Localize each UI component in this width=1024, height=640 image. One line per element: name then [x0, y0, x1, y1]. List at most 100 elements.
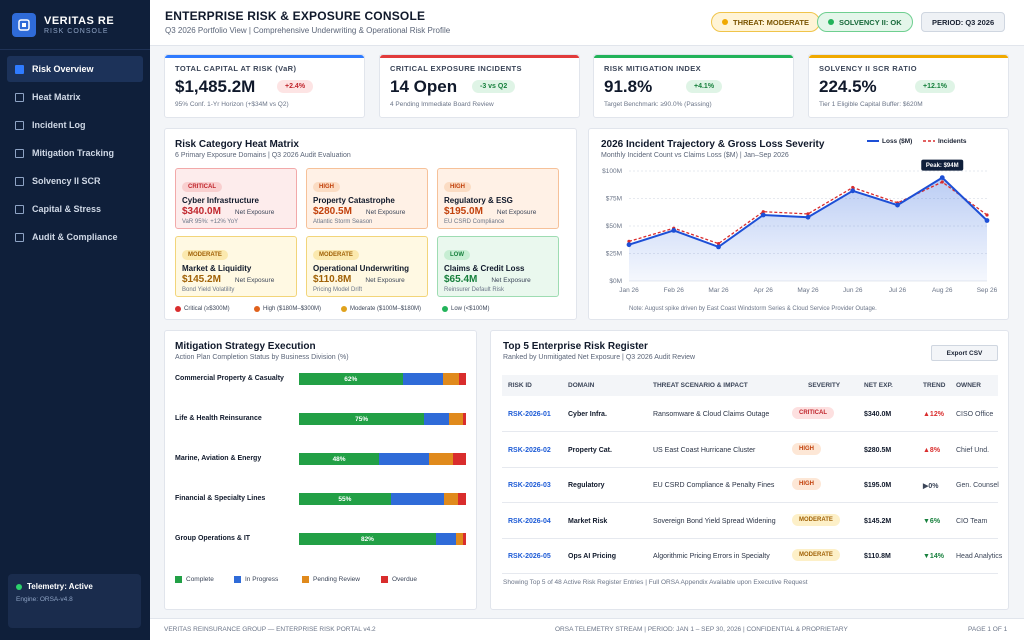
column-header[interactable]: SEVERITY: [808, 382, 841, 389]
loss-point[interactable]: [850, 188, 856, 194]
loss-point[interactable]: [671, 228, 677, 233]
sidebar: VERITAS RE RISK CONSOLE Risk Overview Hea…: [0, 0, 150, 640]
sidebar-item-incident-log[interactable]: Incident Log: [7, 112, 143, 138]
table-row[interactable]: RSK-2026-04 Market Risk Sovereign Bond Yie…: [502, 504, 998, 539]
kpi-title: TOTAL CAPITAL AT RISK (VaR): [175, 64, 297, 73]
kpi-value: 91.8%: [604, 77, 653, 96]
risk-owner: CISO Office: [956, 411, 994, 418]
loss-point[interactable]: [626, 242, 632, 248]
sidebar-item-capital-stress[interactable]: Capital & Stress: [7, 196, 143, 222]
loss-point[interactable]: [984, 218, 990, 223]
heat-tile[interactable]: MODERATE Operational Underwriting $110.8M N…: [306, 236, 428, 297]
threat-badge[interactable]: THREAT: MODERATE: [711, 12, 820, 32]
heat-tile[interactable]: HIGH Property Catastrophe $280.5M Net Expos…: [306, 168, 428, 229]
risk-domain: Market Risk: [568, 517, 608, 525]
footer-page: PAGE 1 OF 1: [968, 626, 1008, 633]
completion-bar[interactable]: 82%: [299, 533, 466, 545]
completion-bar[interactable]: 62%: [299, 373, 466, 385]
heat-matrix-card: Risk Category Heat Matrix 6 Primary Expo…: [164, 128, 577, 320]
bar-segment: [435, 533, 456, 545]
loss-point[interactable]: [895, 202, 900, 208]
bar-segment: [462, 533, 466, 545]
risk-id-link[interactable]: RSK-2026-01: [508, 411, 551, 418]
risk-id-link[interactable]: RSK-2026-05: [508, 553, 551, 560]
severity-badge: HIGH: [792, 442, 821, 455]
loss-area: [629, 177, 987, 281]
mitigation-title: Mitigation Strategy Execution: [175, 341, 316, 352]
risk-scenario: Sovereign Bond Yield Spread Widening: [653, 517, 776, 525]
heat-tile[interactable]: HIGH Regulatory & ESG $195.0M Net Exposure E…: [437, 168, 559, 229]
severity-badge: CRITICAL: [182, 182, 222, 192]
tile-amount-row: $65.4M Net Exposure: [444, 274, 552, 285]
column-header[interactable]: NET EXP.: [864, 382, 893, 389]
table-row[interactable]: RSK-2026-01 Cyber Infra. Ransomware & Clou…: [502, 397, 998, 432]
column-header[interactable]: THREAT SCENARIO & IMPACT: [653, 382, 748, 389]
legend-incidents-label: Incidents: [938, 138, 967, 145]
heat-tile[interactable]: LOW Claims & Credit Loss $65.4M Net Exposur…: [437, 236, 559, 297]
sidebar-item-mitigation-tracking[interactable]: Mitigation Tracking: [7, 140, 143, 166]
period-selector[interactable]: PERIOD: Q3 2026: [921, 12, 1006, 32]
completion-bar[interactable]: 55%: [299, 493, 466, 505]
risk-owner: Gen. Counsel: [956, 482, 999, 489]
header: ENTERPRISE RISK & EXPOSURE CONSOLE Q3 20…: [150, 0, 1024, 46]
division-label: Commercial Property & Casualty: [175, 375, 284, 382]
column-header[interactable]: OWNER: [956, 382, 981, 389]
risk-owner: Head Analytics: [956, 553, 1003, 560]
net-exposure: $195.0M: [864, 482, 892, 489]
sidebar-item-heat-matrix[interactable]: Heat Matrix: [7, 84, 143, 110]
risk-id-link[interactable]: RSK-2026-03: [508, 482, 551, 489]
mitigation-legend-item: Pending Review: [302, 576, 360, 583]
tile-amount: $195.0M: [444, 206, 483, 217]
peak-label: Peak: $94M: [926, 163, 959, 169]
bar-segment: [429, 453, 453, 465]
solvency-badge[interactable]: SOLVENCY II: OK: [817, 12, 913, 32]
loss-point[interactable]: [939, 175, 945, 180]
severity-badge: HIGH: [313, 182, 340, 192]
heat-tile[interactable]: CRITICAL Cyber Infrastructure $340.0M Net E…: [175, 168, 297, 229]
loss-point[interactable]: [760, 212, 766, 218]
tile-exposure-label: Net Exposure: [234, 209, 275, 216]
tile-amount-row: $340.0M Net Exposure: [182, 206, 290, 217]
completion-bar[interactable]: 75%: [299, 413, 466, 425]
severity-badge: LOW: [444, 250, 470, 260]
risk-id-link[interactable]: RSK-2026-04: [508, 517, 551, 525]
trend-indicator: ▼14%: [923, 553, 944, 560]
sidebar-item-audit-compliance[interactable]: Audit & Compliance: [7, 224, 143, 250]
column-header[interactable]: DOMAIN: [568, 382, 595, 389]
tile-note: Reinsurer Default Risk: [444, 287, 505, 293]
bar-segment: [442, 373, 460, 385]
telemetry-engine: Engine: ORSA-v4.8: [16, 596, 73, 603]
completion-bar[interactable]: 48%: [299, 453, 466, 465]
legend-square-icon: [381, 576, 388, 583]
bar-segment: [379, 453, 430, 465]
export-csv-button[interactable]: Export CSV: [931, 345, 998, 361]
table-row[interactable]: RSK-2026-05 Ops AI Pricing Algorithmic Pri…: [502, 539, 1002, 574]
kpi-card: SOLVENCY II SCR RATIO 224.5% +12.1% Tier 1 …: [808, 54, 1009, 118]
risk-id-link[interactable]: RSK-2026-02: [508, 446, 551, 454]
tile-exposure-label: Net Exposure: [365, 209, 406, 216]
column-header[interactable]: TREND: [923, 382, 946, 389]
severity-badge: MODERATE: [792, 549, 840, 561]
threat-label: THREAT: MODERATE: [733, 17, 809, 27]
nav-square-icon: [15, 148, 24, 158]
y-tick-label: $100M: [602, 168, 622, 175]
solvency-label: SOLVENCY II: OK: [839, 17, 902, 27]
risk-domain: Regulatory: [568, 482, 605, 489]
loss-point[interactable]: [716, 244, 721, 250]
sidebar-item-label: Capital & Stress: [32, 204, 102, 214]
brand-logo-icon: [12, 12, 36, 37]
page-title: ENTERPRISE RISK & EXPOSURE CONSOLE: [165, 9, 426, 23]
sidebar-item-risk-overview[interactable]: Risk Overview: [7, 56, 143, 82]
table-row[interactable]: RSK-2026-02 Property Cat. US East Coast Hu…: [502, 433, 998, 468]
kpi-card: CRITICAL EXPOSURE INCIDENTS 14 Open -3 vs …: [379, 54, 580, 118]
kpi-delta-badge: +4.1%: [686, 80, 723, 93]
sidebar-item-solvency-ii-scr[interactable]: Solvency II SCR: [7, 168, 143, 194]
legend-dot-icon: [442, 306, 448, 312]
column-header[interactable]: RISK ID: [508, 382, 532, 389]
table-row[interactable]: RSK-2026-03 Regulatory EU CSRD Compliance …: [502, 468, 999, 503]
heat-tile[interactable]: MODERATE Market & Liquidity $145.2M Net Exp…: [175, 236, 297, 297]
legend-label: In Progress: [245, 576, 279, 583]
loss-point[interactable]: [805, 214, 811, 220]
kpi-title: CRITICAL EXPOSURE INCIDENTS: [390, 64, 522, 73]
risk-scenario: US East Coast Hurricane Cluster: [653, 446, 756, 454]
